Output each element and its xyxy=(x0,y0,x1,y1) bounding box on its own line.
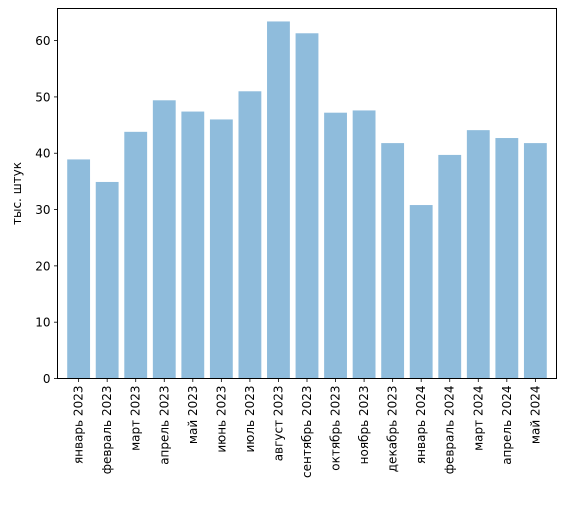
bar-10 xyxy=(352,110,376,379)
x-tick-label-6: июль 2023 xyxy=(243,386,257,453)
bar-12 xyxy=(409,205,433,379)
x-tick-label-2: март 2023 xyxy=(129,386,143,451)
y-axis: 0 10 20 30 40 50 60 xyxy=(35,34,58,386)
bar-16 xyxy=(523,143,547,379)
bar-11 xyxy=(381,143,405,379)
bar-13 xyxy=(438,154,462,379)
bar-6 xyxy=(238,91,262,379)
bar-4 xyxy=(181,111,205,379)
x-axis: январь 2023 февраль 2023 март 2023 апрель 2… xyxy=(72,378,542,478)
y-tick-label-1: 10 xyxy=(35,316,50,330)
x-tick-label-0: январь 2023 xyxy=(72,386,86,465)
bar-7 xyxy=(267,21,290,379)
bar-3 xyxy=(152,100,176,379)
bar-8 xyxy=(295,33,319,379)
x-tick-label-11: декабрь 2023 xyxy=(386,386,400,473)
x-tick-label-4: май 2023 xyxy=(186,386,200,445)
x-tick-label-15: апрель 2024 xyxy=(500,386,514,465)
x-tick-label-14: март 2024 xyxy=(471,386,485,451)
bar-group xyxy=(67,21,547,379)
bar-9 xyxy=(324,112,347,379)
x-tick-label-1: февраль 2023 xyxy=(100,386,114,475)
bar-1 xyxy=(95,181,119,379)
y-tick-label-6: 60 xyxy=(35,34,50,48)
y-tick-label-5: 50 xyxy=(35,90,50,104)
x-tick-label-10: ноябрь 2023 xyxy=(357,386,371,465)
y-tick-label-3: 30 xyxy=(35,203,50,217)
y-tick-label-0: 0 xyxy=(43,372,51,386)
x-tick-label-13: февраль 2024 xyxy=(443,386,457,475)
y-axis-label: тыс. штук xyxy=(10,162,24,225)
bar-2 xyxy=(124,131,148,379)
x-tick-label-8: сентябрь 2023 xyxy=(300,386,314,478)
x-tick-label-9: октябрь 2023 xyxy=(329,386,343,471)
plot-frame xyxy=(57,8,557,379)
bar-5 xyxy=(209,119,233,379)
x-tick-label-5: июнь 2023 xyxy=(214,386,228,453)
bar-0 xyxy=(67,159,91,379)
x-tick-label-16: май 2024 xyxy=(528,386,542,445)
x-tick-label-7: август 2023 xyxy=(271,386,285,462)
x-tick-label-3: апрель 2023 xyxy=(157,386,171,465)
y-tick-label-2: 20 xyxy=(35,259,50,273)
bar-15 xyxy=(495,138,519,379)
bar-14 xyxy=(466,130,490,379)
x-tick-label-12: январь 2024 xyxy=(414,386,428,465)
y-tick-label-4: 40 xyxy=(35,147,50,161)
